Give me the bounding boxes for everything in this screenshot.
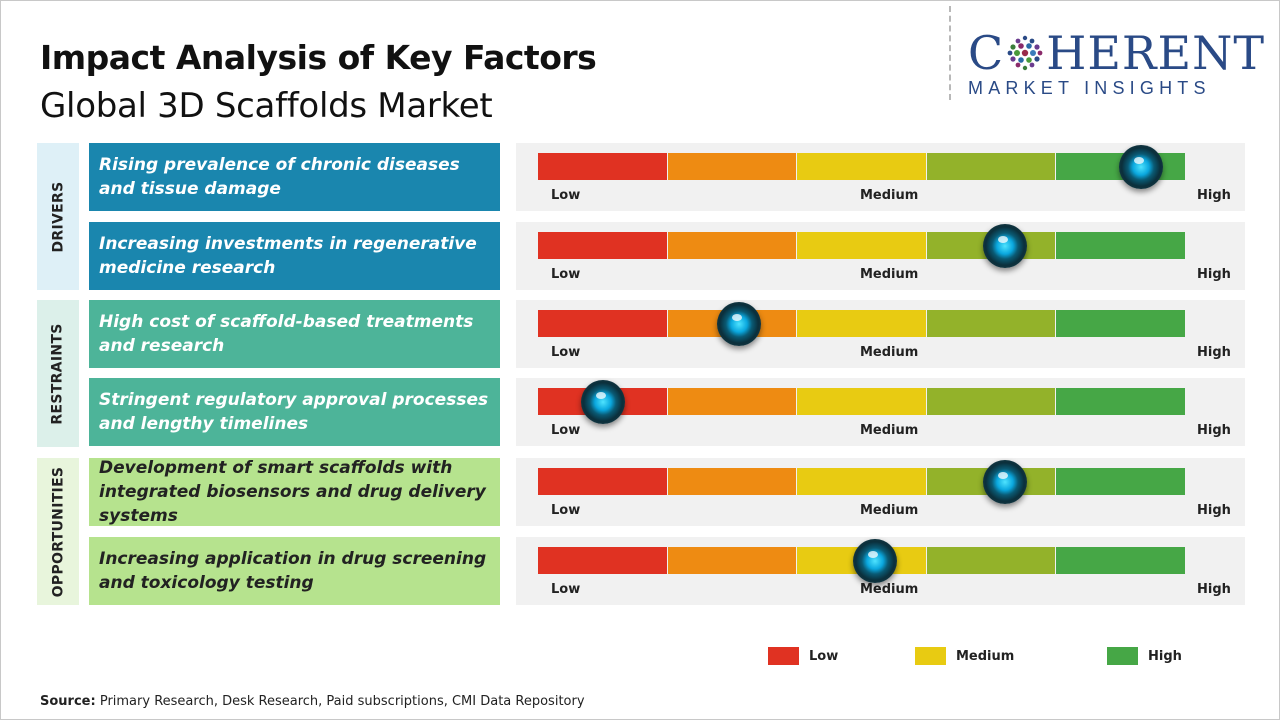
legend-item-medium: Medium: [915, 647, 1014, 665]
gauge-segment: [926, 153, 1056, 180]
gauge-segment: [797, 468, 926, 495]
gauge-label-medium: Medium: [860, 188, 919, 203]
legend-label-medium: Medium: [956, 648, 1015, 664]
gauge-segment: [797, 310, 926, 337]
company-logo: C: [968, 30, 1268, 99]
impact-gauge-driver-1: Low Medium High: [516, 143, 1245, 211]
gauge-label-medium: Medium: [860, 503, 919, 518]
gauge-indicator-knob: [1118, 145, 1163, 189]
category-label-restraints: RESTRAINTS: [50, 322, 66, 425]
logo-dot-globe-icon: [1007, 35, 1043, 71]
impact-gauge-opportunity-1: Low Medium High: [516, 458, 1245, 526]
category-label-drivers: DRIVERS: [50, 181, 67, 252]
gauge-label-high: High: [1197, 582, 1231, 597]
gauge-segment: [538, 232, 667, 259]
logo-divider: [949, 6, 951, 100]
gauge-segment: [926, 310, 1056, 337]
gauge-indicator-knob: [982, 224, 1027, 268]
gauge-segment: [667, 232, 797, 259]
gauge-segment: [1056, 468, 1185, 495]
gauge-segment: [1056, 547, 1185, 574]
gauge-label-low: Low: [551, 188, 581, 203]
category-band-restraints: RESTRAINTS: [37, 300, 79, 447]
gauge-segment: [1056, 232, 1185, 259]
gauge-label-high: High: [1197, 345, 1231, 360]
source-note: Source: Primary Research, Desk Research,…: [40, 694, 585, 709]
gauge-segment: [538, 468, 667, 495]
legend-swatch-medium: [915, 647, 946, 665]
impact-gauge-restraint-1: Low Medium High: [516, 300, 1245, 368]
gauge-segment: [667, 388, 797, 415]
factor-box-opportunity-1: Development of smart scaffolds with inte…: [89, 458, 500, 526]
gauge-label-low: Low: [551, 503, 581, 518]
factor-box-driver-1: Rising prevalence of chronic diseases an…: [89, 143, 500, 211]
gauge-segment: [667, 468, 797, 495]
source-label: Source:: [40, 694, 96, 709]
gauge-label-low: Low: [551, 267, 581, 282]
gauge-label-high: High: [1197, 423, 1231, 438]
impact-gauge-driver-2: Low Medium High: [516, 222, 1245, 290]
gauge-label-low: Low: [551, 423, 581, 438]
page-subtitle: Global 3D Scaffolds Market: [40, 86, 493, 126]
gauge-segment: [797, 153, 926, 180]
gauge-segment: [926, 547, 1056, 574]
gauge-label-high: High: [1197, 188, 1231, 203]
source-text: Primary Research, Desk Research, Paid su…: [99, 694, 585, 709]
gauge-segment: [667, 153, 797, 180]
logo-letter-c: C: [968, 26, 1005, 80]
category-band-opportunities: OPPORTUNITIES: [37, 458, 79, 605]
impact-gauge-opportunity-2: Low Medium High: [516, 537, 1245, 605]
legend-swatch-high: [1107, 647, 1138, 665]
gauge-segment: [1056, 388, 1185, 415]
category-label-opportunities: OPPORTUNITIES: [50, 466, 66, 597]
legend-item-low: Low: [768, 647, 838, 665]
factor-box-restraint-1: High cost of scaffold-based treatments a…: [89, 300, 500, 368]
gauge-indicator-knob: [580, 380, 625, 424]
legend-item-high: High: [1107, 647, 1182, 665]
gauge-label-medium: Medium: [860, 345, 919, 360]
gauge-segment: [538, 547, 667, 574]
gauge-segment: [797, 232, 926, 259]
logo-tagline: MARKET INSIGHTS: [968, 78, 1211, 98]
gauge-segment: [538, 153, 667, 180]
legend-label-high: High: [1148, 648, 1182, 664]
page-title: Impact Analysis of Key Factors: [40, 38, 597, 77]
gauge-label-low: Low: [551, 345, 581, 360]
logo-letters-rest: HERENT: [1046, 26, 1266, 80]
impact-gauge-restraint-2: Low Medium High: [516, 378, 1245, 446]
legend-swatch-low: [768, 647, 799, 665]
gauge-label-low: Low: [551, 582, 581, 597]
gauge-segment: [538, 310, 667, 337]
legend-label-low: Low: [809, 648, 839, 664]
gauge-label-medium: Medium: [860, 423, 919, 438]
gauge-indicator-knob: [716, 302, 761, 346]
gauge-label-medium: Medium: [860, 582, 919, 597]
gauge-segment: [797, 388, 926, 415]
gauge-segment: [667, 547, 797, 574]
gauge-label-medium: Medium: [860, 267, 919, 282]
category-band-drivers: DRIVERS: [37, 143, 79, 290]
factor-box-driver-2: Increasing investments in regenerative m…: [89, 222, 500, 290]
gauge-indicator-knob: [982, 460, 1027, 504]
factor-box-restraint-2: Stringent regulatory approval processes …: [89, 378, 500, 446]
gauge-label-high: High: [1197, 267, 1231, 282]
gauge-segment: [926, 388, 1056, 415]
gauge-label-high: High: [1197, 503, 1231, 518]
gauge-segment: [1056, 310, 1185, 337]
gauge-indicator-knob: [852, 539, 897, 583]
factor-box-opportunity-2: Increasing application in drug screening…: [89, 537, 500, 605]
